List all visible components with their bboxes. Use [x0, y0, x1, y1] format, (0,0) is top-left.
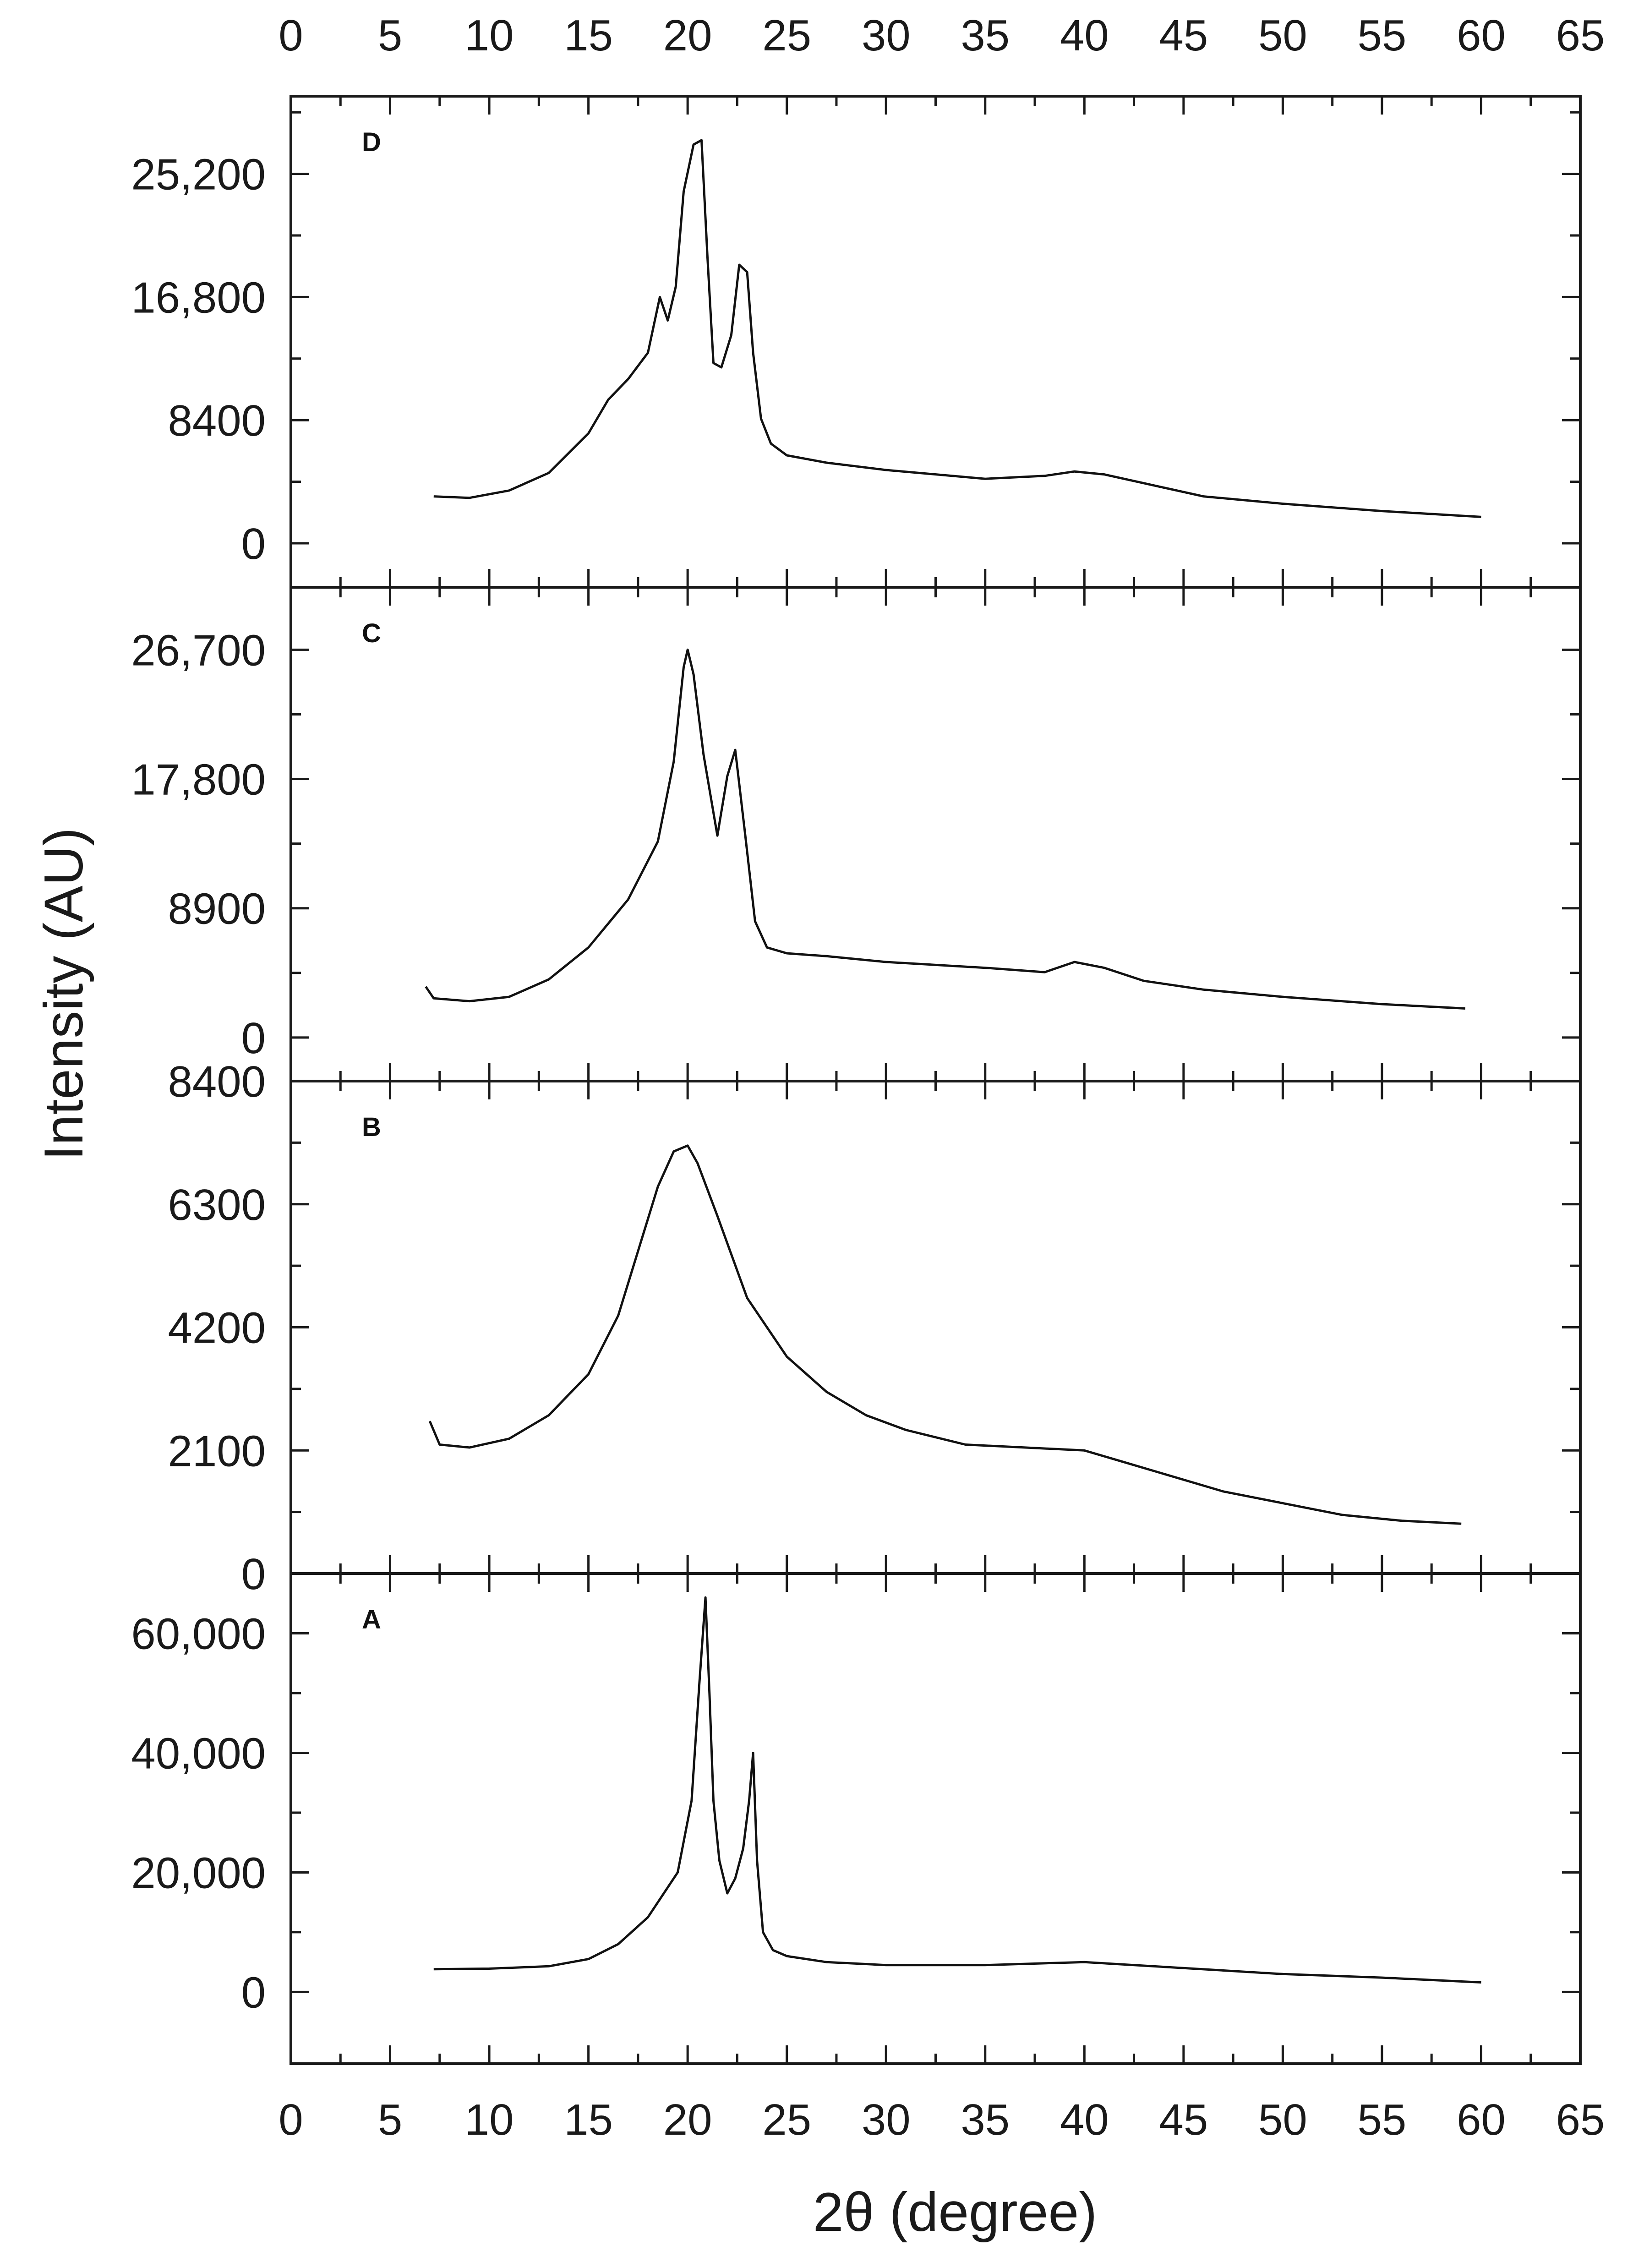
- x-tick-label-bottom: 20: [663, 2095, 712, 2144]
- panel-frame: [289, 95, 1582, 589]
- panel-b: 0 2100 4200 6300 8400 B: [168, 1057, 1582, 1599]
- x-tick-label-bottom: 0: [279, 2095, 303, 2144]
- y-tick-label: 40,000: [131, 1729, 266, 1778]
- y-tick-label: 4200: [168, 1304, 266, 1353]
- y-tick-label: 0: [241, 1968, 266, 2017]
- x-tick-label-top: 50: [1258, 11, 1307, 60]
- x-tick-label-top: 40: [1060, 11, 1109, 60]
- x-tick-label-bottom: 35: [961, 2095, 1010, 2144]
- x-tick-label-bottom: 15: [564, 2095, 613, 2144]
- panel-c: 0 8900 17,800 26,700 C: [131, 586, 1582, 1082]
- x-axis-title: 2θ (degree): [813, 2181, 1097, 2243]
- x-tick-label-top: 60: [1457, 11, 1506, 60]
- x-tick-label-bottom: 10: [465, 2095, 514, 2144]
- y-tick-label: 0: [241, 519, 266, 568]
- x-tick-label-top: 45: [1159, 11, 1208, 60]
- panel-d: 0 8400 16,800 25,200 D: [131, 95, 1582, 589]
- x-tick-label-top: 10: [465, 11, 514, 60]
- y-tick-label: 8400: [168, 396, 266, 445]
- y-tick-label: 0: [241, 1014, 266, 1063]
- x-tick-label-top: 65: [1556, 11, 1605, 60]
- series-line-c: [425, 648, 1465, 1010]
- series-line-d: [433, 139, 1481, 518]
- panel-frame: [289, 1080, 1582, 1575]
- x-tick-label-bottom: 5: [378, 2095, 402, 2144]
- y-tick-label: 2100: [168, 1426, 266, 1476]
- x-tick-label-bottom: 30: [862, 2095, 911, 2144]
- x-tick-label-top: 35: [961, 11, 1010, 60]
- x-tick-label-top: 25: [762, 11, 811, 60]
- x-tick-label-top: 30: [862, 11, 911, 60]
- x-tick-label-top: 15: [564, 11, 613, 60]
- panel-frame: [289, 1572, 1582, 2065]
- y-tick-label: 16,800: [131, 273, 266, 322]
- y-tick-label: 25,200: [131, 150, 266, 199]
- panel-frame: [289, 586, 1582, 1082]
- panel-letter: B: [362, 1112, 381, 1142]
- bottom-x-axis-labels: 0 5 10 15 20 25 30 35 40 45 50 55 60 65: [279, 2095, 1605, 2144]
- x-tick-label-top: 20: [663, 11, 712, 60]
- x-tick-label-bottom: 25: [762, 2095, 811, 2144]
- x-tick-label-bottom: 45: [1159, 2095, 1208, 2144]
- x-tick-label-top: 55: [1358, 11, 1407, 60]
- series-line-b: [428, 1144, 1462, 1525]
- y-tick-label: 60,000: [131, 1609, 266, 1658]
- x-tick-label-top: 0: [279, 11, 303, 60]
- y-tick-label: 8400: [168, 1057, 266, 1106]
- y-tick-label: 6300: [168, 1180, 266, 1230]
- top-x-axis-labels: 0 5 10 15 20 25 30 35 40 45 50 55 60 65: [279, 11, 1605, 60]
- x-tick-label-bottom: 50: [1258, 2095, 1307, 2144]
- x-tick-label-bottom: 55: [1358, 2095, 1407, 2144]
- y-tick-label: 0: [241, 1550, 266, 1599]
- y-tick-label: 8900: [168, 885, 266, 934]
- y-axis-title: Intensity (AU): [33, 828, 94, 1161]
- y-tick-label: 26,700: [131, 626, 266, 675]
- x-tick-label-bottom: 65: [1556, 2095, 1605, 2144]
- x-tick-label-top: 5: [378, 11, 402, 60]
- y-tick-label: 20,000: [131, 1848, 266, 1897]
- y-tick-label: 17,800: [131, 755, 266, 804]
- series-line-a: [433, 1596, 1481, 1984]
- panel-a: 0 20,000 40,000 60,000 A: [131, 1572, 1582, 2065]
- panel-letter: A: [362, 1605, 381, 1634]
- panel-letter: D: [362, 127, 381, 157]
- x-tick-label-bottom: 40: [1060, 2095, 1109, 2144]
- x-tick-label-bottom: 60: [1457, 2095, 1506, 2144]
- panel-letter: C: [362, 618, 381, 648]
